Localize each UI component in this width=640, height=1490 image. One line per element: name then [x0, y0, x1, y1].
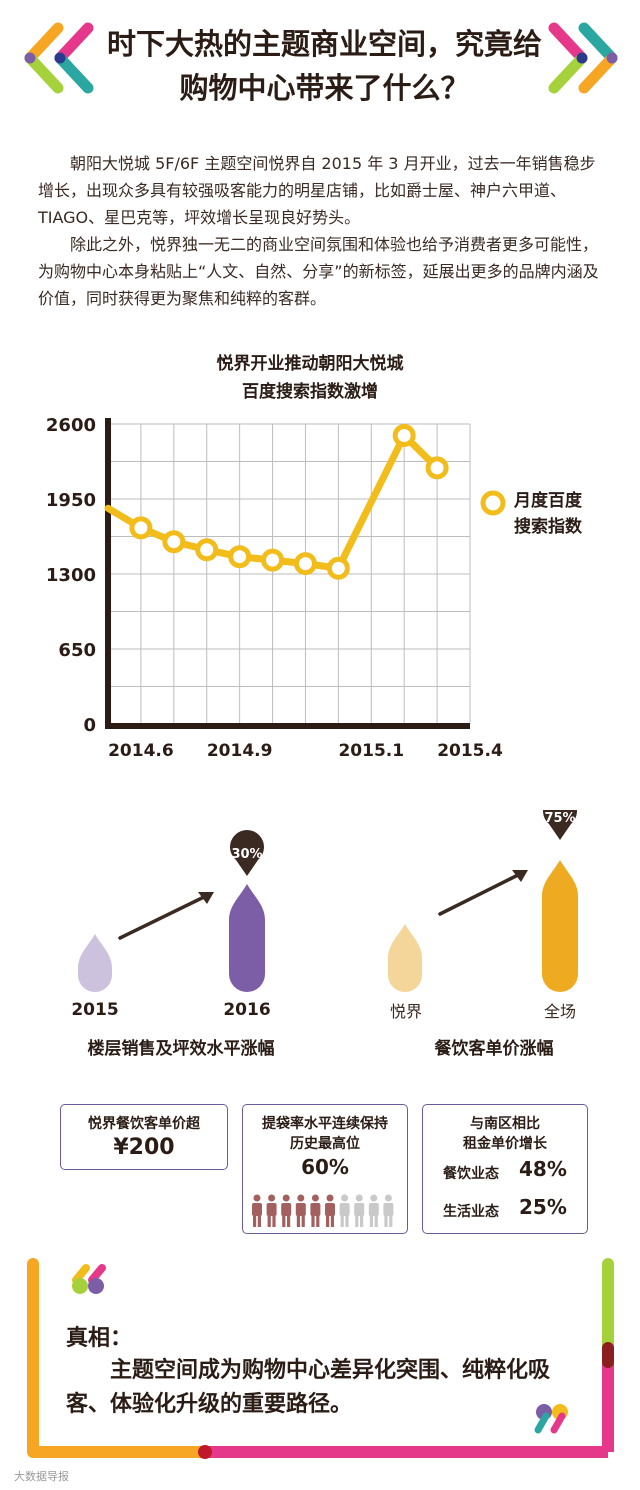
stat-box-rent-growth-line1: 与南区相比	[470, 1116, 540, 1132]
line-chart-legend: 月度百度 搜索指数	[514, 488, 624, 540]
rent-row1-value: 48%	[519, 1157, 567, 1181]
line-chart-title-line1: 悦界开业推动朝阳大悦城	[216, 354, 404, 374]
x-tick-label: 2015.4	[437, 741, 503, 761]
data-point-2014.12	[326, 556, 350, 580]
intro-paragraph-2: 除此之外，悦界独一无二的商业空间氛围和体验也给予消费者更多可能性，为购物中心本身…	[38, 235, 599, 308]
person-icon	[295, 1194, 306, 1227]
truth-body-text: 主题空间成为购物中心差异化突围、纯粹化吸客、体验化升级的重要路径。	[66, 1358, 551, 1417]
person-icon	[266, 1194, 277, 1227]
person-icon	[354, 1194, 365, 1227]
legend-label-line2: 搜索指数	[514, 517, 582, 537]
stat-box-bag-rate-line1: 提袋率水平连续保持	[262, 1116, 388, 1132]
data-point-2014.7	[162, 530, 186, 554]
category-all-label: 全场	[543, 1002, 576, 1021]
person-icon	[339, 1194, 350, 1227]
series-line-baidu-index	[104, 432, 441, 572]
person-icon	[310, 1194, 321, 1227]
bar-2016	[229, 884, 265, 992]
data-point-2015.2	[392, 424, 416, 448]
truth-frame	[27, 1258, 614, 1459]
data-point-2014.9	[228, 545, 252, 569]
bar-yuejie	[388, 924, 422, 992]
y-tick-label: 1300	[46, 565, 96, 586]
growth-75-pin-icon	[543, 810, 577, 840]
y-tick-label: 2600	[46, 415, 96, 436]
rent-row2-value: 25%	[519, 1195, 567, 1219]
person-icon	[281, 1194, 292, 1227]
sales-growth-caption: 楼层销售及坪效水平涨幅	[87, 1039, 275, 1059]
page-title: 时下大热的主题商业空间，究竟给购物中心带来了什么？	[106, 27, 542, 105]
category-yuejie-label: 悦界	[389, 1002, 422, 1021]
data-point-2014.6	[129, 516, 153, 540]
stat-box-dining-price: 悦界餐饮客单价超 ¥200	[60, 1104, 228, 1170]
stat-box-rent-growth-line2: 租金单价增长	[463, 1136, 547, 1152]
truth-body: 主题空间成为购物中心差异化突围、纯粹化吸客、体验化升级的重要路径。	[66, 1354, 586, 1422]
people-icons	[252, 1194, 394, 1227]
growth-arrow-2-head	[512, 870, 528, 882]
left-chevron-decoration-icon	[24, 22, 94, 94]
stat-box-rent-growth: 与南区相比 租金单价增长 餐饮业态 48% 生活业态 25%	[422, 1104, 588, 1234]
category-2015-label: 2015	[71, 1000, 119, 1020]
growth-arrow-1-shaft	[118, 894, 208, 940]
growth-comparison-charts: 30% 75%	[78, 810, 578, 992]
y-tick-label: 0	[83, 715, 96, 736]
legend-marker-icon	[480, 490, 506, 516]
right-chevron-decoration-icon	[548, 22, 618, 94]
dining-growth-caption: 餐饮客单价涨幅	[434, 1039, 554, 1059]
line-chart-title-line2: 百度搜索指数激增	[242, 382, 378, 402]
y-tick-label: 1950	[46, 490, 96, 511]
stat-box-bag-rate: 提袋率水平连续保持 历史最高位 60%	[242, 1104, 408, 1234]
line-chart-title: 悦界开业推动朝阳大悦城 百度搜索指数激增	[140, 350, 480, 406]
stat-box-dining-price-value: ¥200	[113, 1135, 175, 1160]
stat-box-bag-rate-value: 60%	[301, 1155, 349, 1179]
data-point-2014.8	[195, 538, 219, 562]
person-icon	[325, 1194, 335, 1227]
intro-text: 朝阳大悦城 5F/6F 主题空间悦界自 2015 年 3 月开业，过去一年销售稳…	[38, 150, 610, 312]
x-tick-label: 2014.9	[207, 741, 273, 761]
y-tick-label: 650	[58, 640, 96, 661]
rent-row1-label: 餐饮业态	[443, 1166, 499, 1182]
x-tick-label: 2014.6	[108, 741, 174, 761]
person-icon	[252, 1194, 262, 1227]
growth-arrow-1-head	[198, 892, 214, 904]
data-point-2015.3	[425, 456, 449, 480]
data-point-2014.10	[261, 548, 285, 572]
category-2016-label: 2016	[223, 1000, 271, 1020]
data-point-2014.11	[293, 552, 317, 576]
growth-30-label: 30%	[231, 847, 262, 862]
intro-paragraph-1: 朝阳大悦城 5F/6F 主题空间悦界自 2015 年 3 月开业，过去一年销售稳…	[38, 154, 596, 227]
growth-75-label: 75%	[544, 811, 575, 826]
truth-title: 真相：	[66, 1326, 133, 1351]
x-tick-label: 2015.1	[338, 741, 404, 761]
stat-box-bag-rate-line2: 历史最高位	[290, 1136, 360, 1152]
line-chart: 0 650 1300 1950 2600 2014.6 2014.9 2015.1 2015.4	[46, 415, 503, 761]
stat-box-dining-price-label: 悦界餐饮客单价超	[88, 1116, 200, 1132]
person-icon	[383, 1194, 394, 1227]
bar-all	[542, 860, 578, 992]
rent-row2-label: 生活业态	[443, 1204, 499, 1220]
bar-2015	[78, 934, 112, 992]
close-quote-icon	[534, 1404, 568, 1434]
watermark: 大数据导报	[14, 1470, 69, 1483]
growth-30-pin-icon	[230, 830, 264, 876]
growth-arrow-2-shaft	[438, 872, 522, 916]
open-quote-icon	[72, 1264, 106, 1294]
person-icon	[368, 1194, 379, 1227]
legend-label-line1: 月度百度	[514, 491, 582, 511]
